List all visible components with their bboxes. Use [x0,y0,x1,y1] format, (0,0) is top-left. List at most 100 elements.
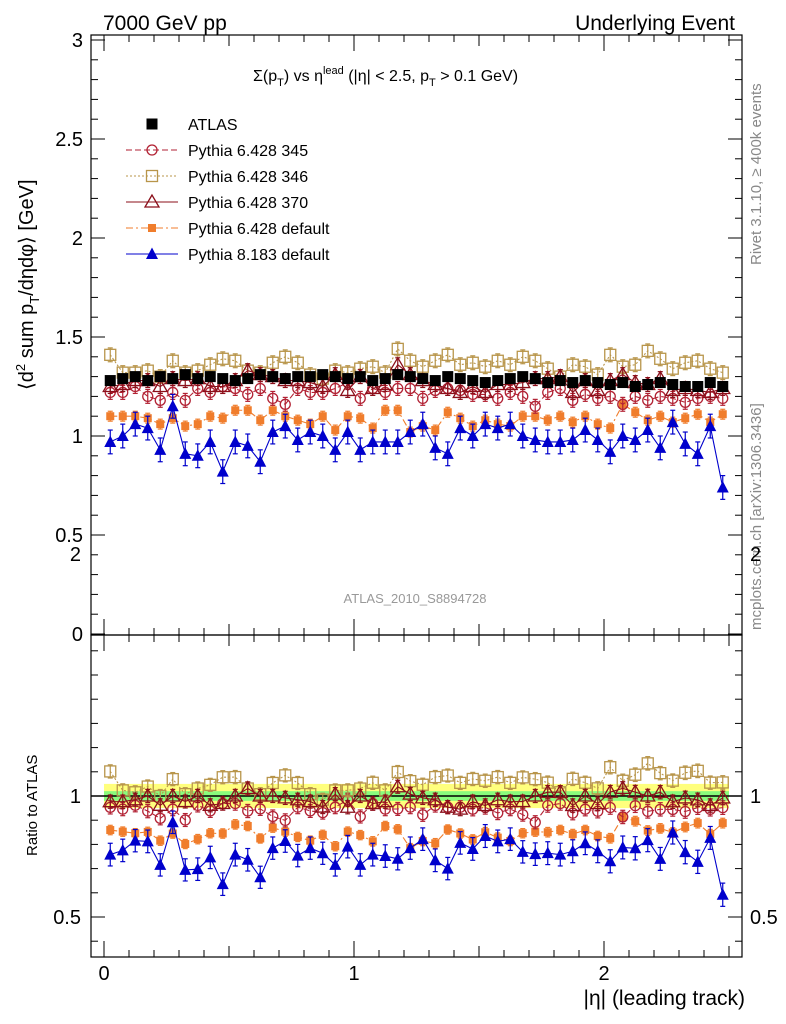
data-point [556,412,565,421]
data-point [529,373,541,385]
ratio-point [489,791,506,806]
main-ytick-label: 2 [72,228,83,250]
ratio-point [529,816,541,828]
data-point [654,390,666,403]
data-point [368,424,377,433]
data-point [204,358,217,371]
data-point [202,378,219,393]
legend-label: Pythia 6.428 default [188,221,330,238]
data-point [439,380,456,395]
ratio-point [102,793,119,808]
title-cut2: > 0.1 GeV) [436,68,518,85]
data-point [329,371,341,383]
data-point [542,377,554,389]
data-point [629,433,642,445]
ratio-point [202,797,219,811]
data-point [216,352,229,365]
ratio-point [404,841,417,854]
ratio-point [591,844,604,857]
data-point [229,435,242,447]
ratio-point [268,823,277,832]
ratio-point [381,822,390,831]
ratio-point [716,888,729,900]
ratio-point [354,858,367,870]
ratio-point [516,771,529,784]
ratio-point [679,805,691,818]
ratio-point [629,841,642,854]
data-point [304,425,317,438]
data-point [591,433,604,445]
data-point [141,421,154,434]
data-point [243,406,252,415]
ratio-point [614,780,631,795]
data-point [279,398,291,410]
ratio-point [218,829,227,838]
data-point [491,354,504,367]
data-point [679,437,692,449]
data-point [504,417,517,430]
main-ytick-label: 1.5 [55,327,83,349]
ratio-point [441,862,454,874]
data-point [154,394,166,407]
data-point [254,382,266,395]
ratio-point [291,776,304,790]
ratio-point [354,810,366,823]
data-point [691,447,704,459]
data-point [217,373,229,385]
data-point [154,443,167,455]
data-point [404,371,416,383]
ratio-point [154,858,167,870]
ratio-point [429,770,442,784]
data-point [431,426,440,435]
ratio-point [491,834,504,847]
data-point [342,373,354,385]
ratio-point [264,787,281,802]
ratio-point [718,819,727,828]
ratio-point [106,826,115,835]
data-point [604,348,617,361]
ratio-point [714,789,731,804]
process-label: Underlying Event [575,12,735,35]
ratio-point [504,832,517,845]
data-point [716,480,729,493]
ratio-point [266,841,279,854]
ratio-point [393,825,402,834]
ratio-point [104,765,117,778]
ratio-point [639,787,656,802]
plot-title: Σ(pT) vs ηlead (|η| < 2.5, pT > 0.1 GeV) [253,65,518,89]
ratio-point [568,830,577,839]
data-point [381,406,390,415]
data-point [579,375,591,387]
ratio-point [627,783,644,798]
ratio-point [279,834,292,847]
ratio-point [189,787,206,802]
ratio-point [443,825,452,834]
data-point [702,384,719,399]
ratio-point [414,789,431,804]
data-point [579,388,591,401]
ratio-point [302,793,319,808]
data-point [416,417,429,430]
data-point [654,377,666,389]
ratio-point [341,784,354,797]
data-point [341,425,354,438]
legend-marker [143,193,161,208]
main-ytick-label: 0.5 [55,525,83,547]
data-point [454,421,467,434]
ratio-point [142,805,154,817]
data-point [604,445,617,457]
data-point [641,344,654,358]
ratio-point [704,776,717,789]
data-point [554,435,567,447]
data-point [214,378,231,393]
ratio-point [104,848,117,860]
ratio-point [314,798,331,813]
ratio-point [479,829,492,842]
ratio-point [166,772,179,786]
ratio-point [631,817,640,826]
data-point [118,412,127,421]
data-point [191,449,204,461]
legend-entry: Pythia 6.428 345 [126,143,308,160]
ratio-point [629,768,642,781]
ratio-ytick-label: 2 [70,544,81,566]
